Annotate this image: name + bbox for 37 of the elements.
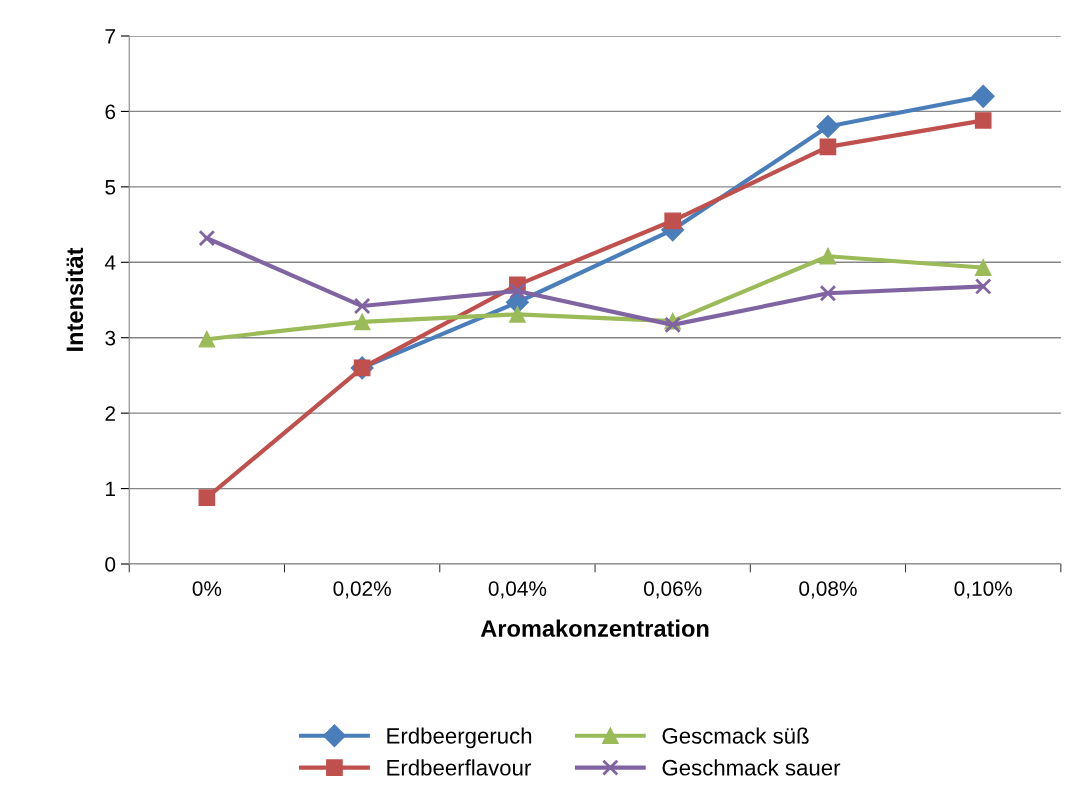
point xyxy=(509,282,526,300)
point xyxy=(198,330,216,348)
y-axis-title: Intensität xyxy=(65,247,84,351)
y-tick-label: 1 xyxy=(106,481,116,497)
x-tick-label: 0,02% xyxy=(333,581,391,599)
y-tick-label: 3 xyxy=(105,330,116,346)
point xyxy=(974,259,992,276)
x-tick-label: 0,04% xyxy=(488,581,547,599)
point xyxy=(509,305,526,323)
point xyxy=(816,115,840,139)
point xyxy=(971,84,995,108)
legend-label: Erdbeerflavour xyxy=(387,759,531,776)
x-tick-label: 0,06% xyxy=(643,581,702,599)
x-tick-label: 0,08% xyxy=(799,581,857,599)
y-tick-label: 2 xyxy=(105,406,115,421)
x-tick-label: 0,10% xyxy=(954,581,1013,599)
point xyxy=(353,297,371,315)
point xyxy=(974,112,992,129)
point xyxy=(198,489,216,506)
x-tick-label: 0% xyxy=(192,581,222,596)
y-tick-label: 7 xyxy=(105,29,115,44)
y-tick-label: 0 xyxy=(105,557,116,572)
legend-label: Gescmack süß xyxy=(662,727,809,744)
point xyxy=(819,247,837,265)
point xyxy=(353,313,371,331)
point xyxy=(198,229,216,247)
point xyxy=(974,278,992,295)
legend-label: Geschmack sauer xyxy=(662,759,841,776)
y-tick-label: 5 xyxy=(105,180,116,195)
point xyxy=(664,316,682,334)
point xyxy=(664,212,682,230)
y-tick-label: 4 xyxy=(104,255,116,270)
point xyxy=(819,138,837,156)
legend-label: Erdbeergeruch xyxy=(387,727,532,749)
x-axis-title: Aromakonzentration xyxy=(480,619,709,637)
y-tick-label: 6 xyxy=(105,104,116,120)
point xyxy=(819,284,837,302)
